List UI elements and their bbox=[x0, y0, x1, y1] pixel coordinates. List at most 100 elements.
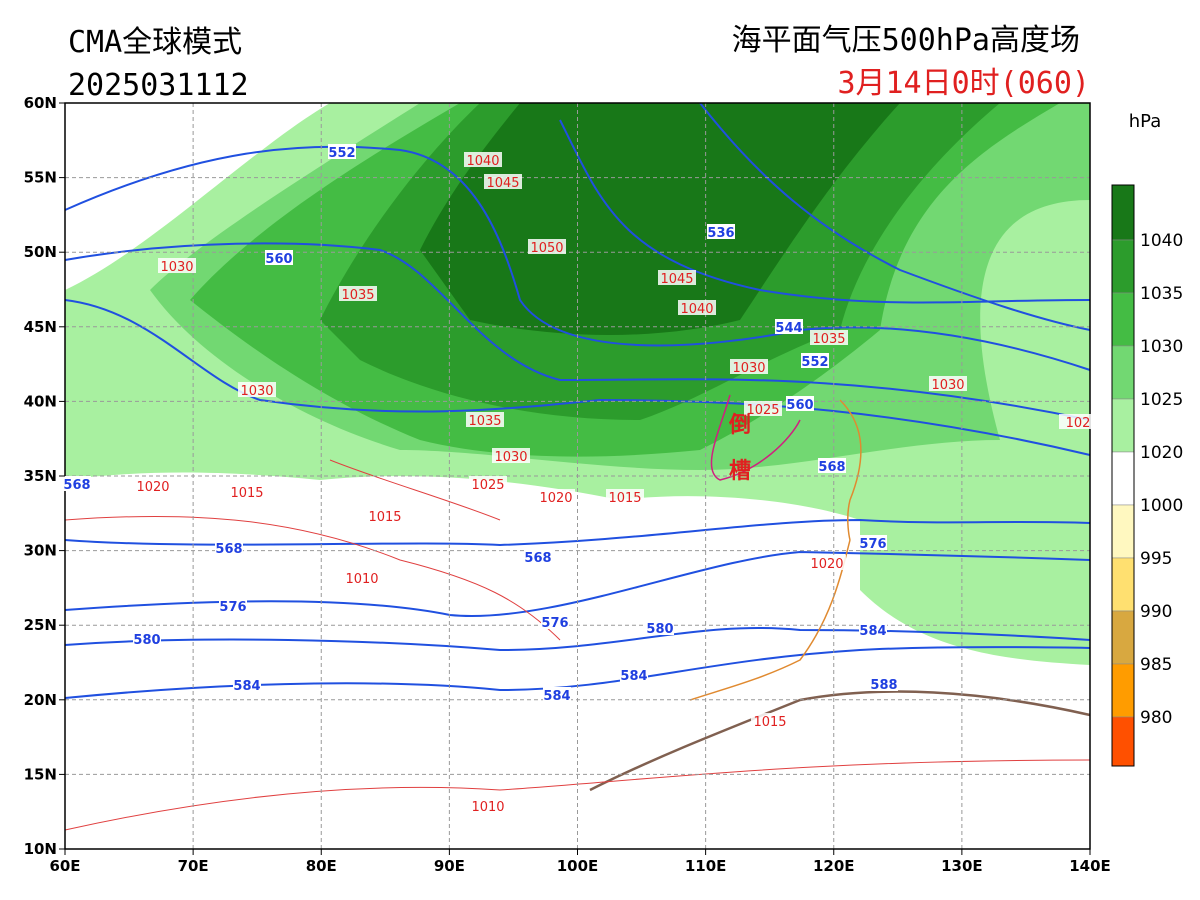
colorbar-label: 1030 bbox=[1140, 337, 1183, 357]
lon-label: 120E bbox=[813, 857, 855, 875]
pressure-label: 1030 bbox=[732, 361, 765, 376]
label-box bbox=[528, 239, 566, 254]
area-1040 bbox=[420, 103, 900, 335]
lat-label: 15N bbox=[24, 765, 57, 783]
label-box bbox=[620, 667, 648, 682]
model-name: CMA全球模式 bbox=[68, 25, 242, 60]
label-box bbox=[328, 144, 356, 159]
label-box bbox=[339, 286, 377, 301]
pressure-label: 1045 bbox=[486, 176, 519, 191]
label-box bbox=[469, 476, 507, 491]
label-box bbox=[366, 508, 404, 523]
colorbar-swatch bbox=[1111, 292, 1135, 347]
label-box bbox=[775, 319, 803, 334]
colorbar-swatch bbox=[1111, 610, 1135, 665]
height-label: 536 bbox=[707, 226, 734, 241]
height-label: 576 bbox=[859, 537, 886, 552]
colorbar-swatch bbox=[1111, 663, 1135, 718]
height-label: 560 bbox=[786, 398, 813, 413]
height-label: 576 bbox=[541, 616, 568, 631]
label-box bbox=[238, 382, 276, 397]
pressure-label: 1030 bbox=[931, 378, 964, 393]
height-label: 568 bbox=[524, 551, 551, 566]
lon-label: 130E bbox=[941, 857, 983, 875]
lon-label: 110E bbox=[685, 857, 727, 875]
lon-label: 140E bbox=[1069, 857, 1111, 875]
colorbar-unit: hPa bbox=[1129, 111, 1161, 132]
label-box bbox=[730, 359, 768, 374]
pressure-label: 1040 bbox=[466, 154, 499, 169]
lon-label: 60E bbox=[49, 857, 80, 875]
grid bbox=[65, 103, 1090, 849]
pressure-label: 1035 bbox=[812, 332, 845, 347]
label-box bbox=[484, 174, 522, 189]
pressure-label: 1015 bbox=[230, 486, 263, 501]
label-box bbox=[646, 620, 674, 635]
pressure-label: 1030 bbox=[494, 450, 527, 465]
label-box bbox=[744, 401, 782, 416]
pressure-label: 1040 bbox=[680, 302, 713, 317]
pressure-label: 1020 bbox=[136, 480, 169, 495]
height-label: 568 bbox=[215, 542, 242, 557]
height-label: 580 bbox=[133, 633, 160, 648]
label-box bbox=[929, 376, 967, 391]
lat-label: 50N bbox=[24, 243, 57, 261]
label-box bbox=[801, 353, 829, 368]
height-label: 568 bbox=[818, 460, 845, 475]
lat-label: 55N bbox=[24, 169, 57, 187]
pressure-label: 1010 bbox=[471, 800, 504, 815]
colorbar-swatch bbox=[1111, 557, 1135, 612]
label-box bbox=[228, 484, 266, 499]
label-box bbox=[606, 489, 644, 504]
pressure-label: 1025 bbox=[746, 403, 779, 418]
lat-label: 10N bbox=[24, 840, 57, 858]
label-box bbox=[1059, 414, 1097, 429]
label-box bbox=[63, 476, 91, 491]
label-box bbox=[343, 570, 381, 585]
annotation: 倒 bbox=[728, 413, 751, 438]
pressure-label: 1035 bbox=[341, 288, 374, 303]
lat-label: 40N bbox=[24, 392, 57, 410]
label-box bbox=[543, 687, 571, 702]
contour-labels: 1040 1045 1050 1045 1040 1035 1030 1030 1025 1035… bbox=[63, 144, 1097, 815]
colorbar-label: 1020 bbox=[1140, 443, 1183, 463]
pressure-label: 1025 bbox=[471, 478, 504, 493]
pressure-label: 1015 bbox=[608, 491, 641, 506]
label-box bbox=[265, 250, 293, 265]
label-box bbox=[808, 555, 846, 570]
height-label: 580 bbox=[646, 622, 673, 637]
label-box bbox=[492, 448, 530, 463]
lon-label: 90E bbox=[434, 857, 465, 875]
pressure-label: 1020 bbox=[539, 491, 572, 506]
lat-label: 45N bbox=[24, 318, 57, 336]
pressure-label: 1015 bbox=[368, 510, 401, 525]
colorbar-label: 995 bbox=[1140, 549, 1172, 569]
pressure-label: 1035 bbox=[468, 414, 501, 429]
colorbar-label: 1040 bbox=[1140, 231, 1183, 251]
height-contours bbox=[64, 102, 1091, 699]
label-box bbox=[810, 330, 848, 345]
lon-label: 100E bbox=[557, 857, 599, 875]
label-box bbox=[215, 540, 243, 555]
lat-label: 25N bbox=[24, 616, 57, 634]
pressure-contours bbox=[64, 459, 1091, 831]
colorbar-label: 1000 bbox=[1140, 496, 1183, 516]
colorbar: 1040 1035 1030 1025 1020 1000 995 990 985 980 bbox=[1111, 184, 1183, 767]
lon-label: 80E bbox=[306, 857, 337, 875]
pressure-label: 1050 bbox=[530, 241, 563, 256]
pressure-label: 1015 bbox=[753, 715, 786, 730]
colorbar-label: 1025 bbox=[1140, 390, 1183, 410]
height-label: 544 bbox=[775, 321, 802, 336]
pressure-label: 1020 bbox=[810, 557, 843, 572]
colorbar-label: 985 bbox=[1140, 655, 1172, 675]
label-box bbox=[466, 412, 504, 427]
colorbar-swatch bbox=[1111, 504, 1135, 559]
colorbar-frame bbox=[1111, 184, 1135, 767]
lat-label: 20N bbox=[24, 691, 57, 709]
lat-label: 60N bbox=[24, 94, 57, 112]
map-title: 海平面气压500hPa高度场 bbox=[732, 23, 1080, 58]
label-box bbox=[219, 598, 247, 613]
label-box bbox=[786, 396, 814, 411]
label-box bbox=[464, 152, 502, 167]
